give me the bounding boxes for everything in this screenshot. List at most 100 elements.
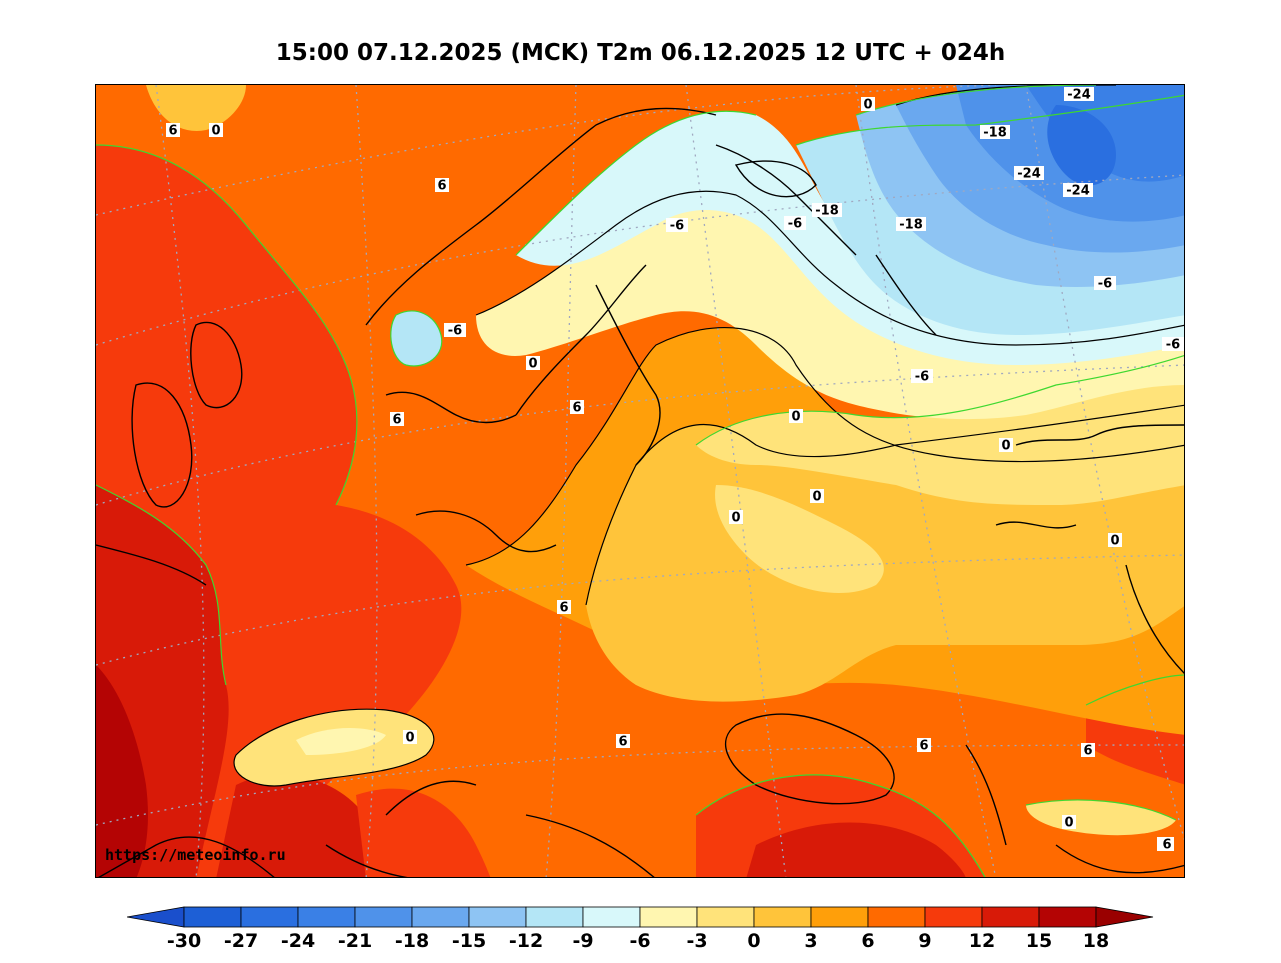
graticule	[96, 85, 1184, 877]
colorbar-cell	[639, 906, 698, 928]
colorbar-cell	[297, 906, 356, 928]
band-turkey	[746, 822, 966, 877]
contour-label: -6	[911, 369, 933, 385]
svg-text:0: 0	[812, 490, 821, 505]
contour-label: 0	[861, 97, 875, 113]
svg-text:-18: -18	[899, 218, 923, 233]
contour-label: 6	[1160, 837, 1174, 853]
colorbar-cell	[1038, 906, 1097, 928]
svg-text:6: 6	[919, 739, 928, 754]
colorbar-tick-label: -30	[166, 930, 202, 952]
colorbar-tick-label: 15	[1025, 930, 1053, 952]
colorbar-tick-label: -18	[394, 930, 430, 952]
contour-label: -6	[444, 323, 466, 339]
contour-label: 6	[1081, 743, 1095, 759]
colorbar-tick-label: 12	[968, 930, 996, 952]
svg-text:6: 6	[559, 601, 568, 616]
colorbar-cell	[468, 906, 527, 928]
band-minus3-0-south	[715, 485, 884, 594]
colorbar	[127, 906, 1154, 928]
svg-text:0: 0	[731, 511, 740, 526]
contour-label: 6	[166, 123, 180, 139]
map-canvas: 0 6 6 0 -6 -6 -6 -18 -24 -24 -24 -18 -18 -6 -6 -6 0 0 6 6 0 0…	[96, 85, 1184, 877]
contour-label: -6	[1094, 276, 1116, 292]
svg-text:-24: -24	[1017, 167, 1041, 182]
colorbar-tick-label: -9	[572, 930, 594, 952]
contour-label: -18	[896, 217, 926, 233]
contour-label: 0	[1108, 533, 1122, 549]
svg-text:0: 0	[863, 98, 872, 113]
cold-area-iceland	[146, 85, 246, 131]
colorbar-cell	[582, 906, 641, 928]
svg-text:-6: -6	[1166, 338, 1180, 353]
colorbar-tick-label: -24	[280, 930, 316, 952]
colorbar-tick-label: -15	[451, 930, 487, 952]
contour-lines-green	[96, 85, 1184, 877]
cold-area-alps-core	[296, 728, 386, 755]
svg-text:0: 0	[528, 357, 537, 372]
colorbar-cell	[525, 906, 584, 928]
contour-label: -6	[666, 218, 688, 234]
svg-text:0: 0	[791, 410, 800, 425]
contour-label: -24	[1063, 183, 1093, 199]
svg-text:0: 0	[1110, 534, 1119, 549]
contour-label: 6	[616, 734, 630, 750]
colorbar-tick-label: -12	[508, 930, 544, 952]
svg-text:-6: -6	[915, 370, 929, 385]
colorbar-tick-label: -21	[337, 930, 373, 952]
colorbar-low-arrow	[127, 906, 185, 928]
colorbar-cell	[867, 906, 926, 928]
contour-label: 0	[729, 510, 743, 526]
watermark-url: https://meteoinfo.ru	[105, 846, 286, 864]
contour-label: 0	[789, 409, 803, 425]
svg-text:-18: -18	[815, 204, 839, 219]
svg-text:6: 6	[1162, 838, 1171, 853]
contour-label: 0	[403, 730, 417, 746]
colorbar-high-arrow	[1095, 906, 1154, 928]
band-minus9-minus6	[516, 111, 1184, 365]
colorbar-cell	[411, 906, 470, 928]
svg-text:-6: -6	[670, 219, 684, 234]
svg-text:6: 6	[392, 413, 401, 428]
contour-label: 6	[557, 600, 571, 616]
colorbar-tick-label: 6	[861, 930, 875, 952]
contour-label: -6	[784, 216, 806, 232]
svg-text:-24: -24	[1067, 88, 1091, 103]
colorbar-cell	[240, 906, 299, 928]
colorbar-cell	[696, 906, 755, 928]
svg-text:0: 0	[405, 731, 414, 746]
colorbar-tick-label: 3	[804, 930, 818, 952]
colorbar-tick-label: -3	[686, 930, 708, 952]
contour-label: 0	[1062, 815, 1076, 831]
band-minus27-minus24	[1047, 105, 1116, 186]
svg-text:0: 0	[211, 124, 220, 139]
contour-label: 6	[917, 738, 931, 754]
colorbar-cell	[183, 906, 242, 928]
svg-text:-6: -6	[1098, 277, 1112, 292]
contour-lines-black	[233, 85, 1184, 787]
svg-text:0: 0	[1064, 816, 1073, 831]
colorbar-cell	[981, 906, 1040, 928]
colorbar-cell	[924, 906, 983, 928]
colorbar-cell	[354, 906, 413, 928]
cold-area-norway	[390, 311, 442, 366]
colorbar-cell	[753, 906, 812, 928]
contour-label: 6	[390, 412, 404, 428]
band-12-15-south	[216, 774, 406, 877]
contour-label: 6	[570, 400, 584, 416]
temperature-map: 0 6 6 0 -6 -6 -6 -18 -24 -24 -24 -18 -18 -6 -6 -6 0 0 6 6 0 0…	[95, 84, 1185, 878]
contour-label: -24	[1064, 87, 1094, 103]
colorbar-tick-label: -27	[223, 930, 259, 952]
contour-label: 0	[999, 438, 1013, 454]
contour-label: 6	[435, 178, 449, 194]
contour-label: -18	[812, 203, 842, 219]
colorbar-cell	[810, 906, 869, 928]
colorbar-tick-label: 0	[747, 930, 761, 952]
coastlines	[96, 107, 1184, 877]
svg-text:6: 6	[618, 735, 627, 750]
svg-text:-6: -6	[788, 217, 802, 232]
contour-label: 0	[209, 123, 223, 139]
contour-label: -24	[1014, 166, 1044, 182]
contour-labels: 0 6 6 0 -6 -6 -6 -18 -24 -24 -24 -18 -18 -6 -6 -6 0 0 6 6 0 0…	[166, 87, 1184, 853]
colorbar-tick-label: -6	[629, 930, 651, 952]
